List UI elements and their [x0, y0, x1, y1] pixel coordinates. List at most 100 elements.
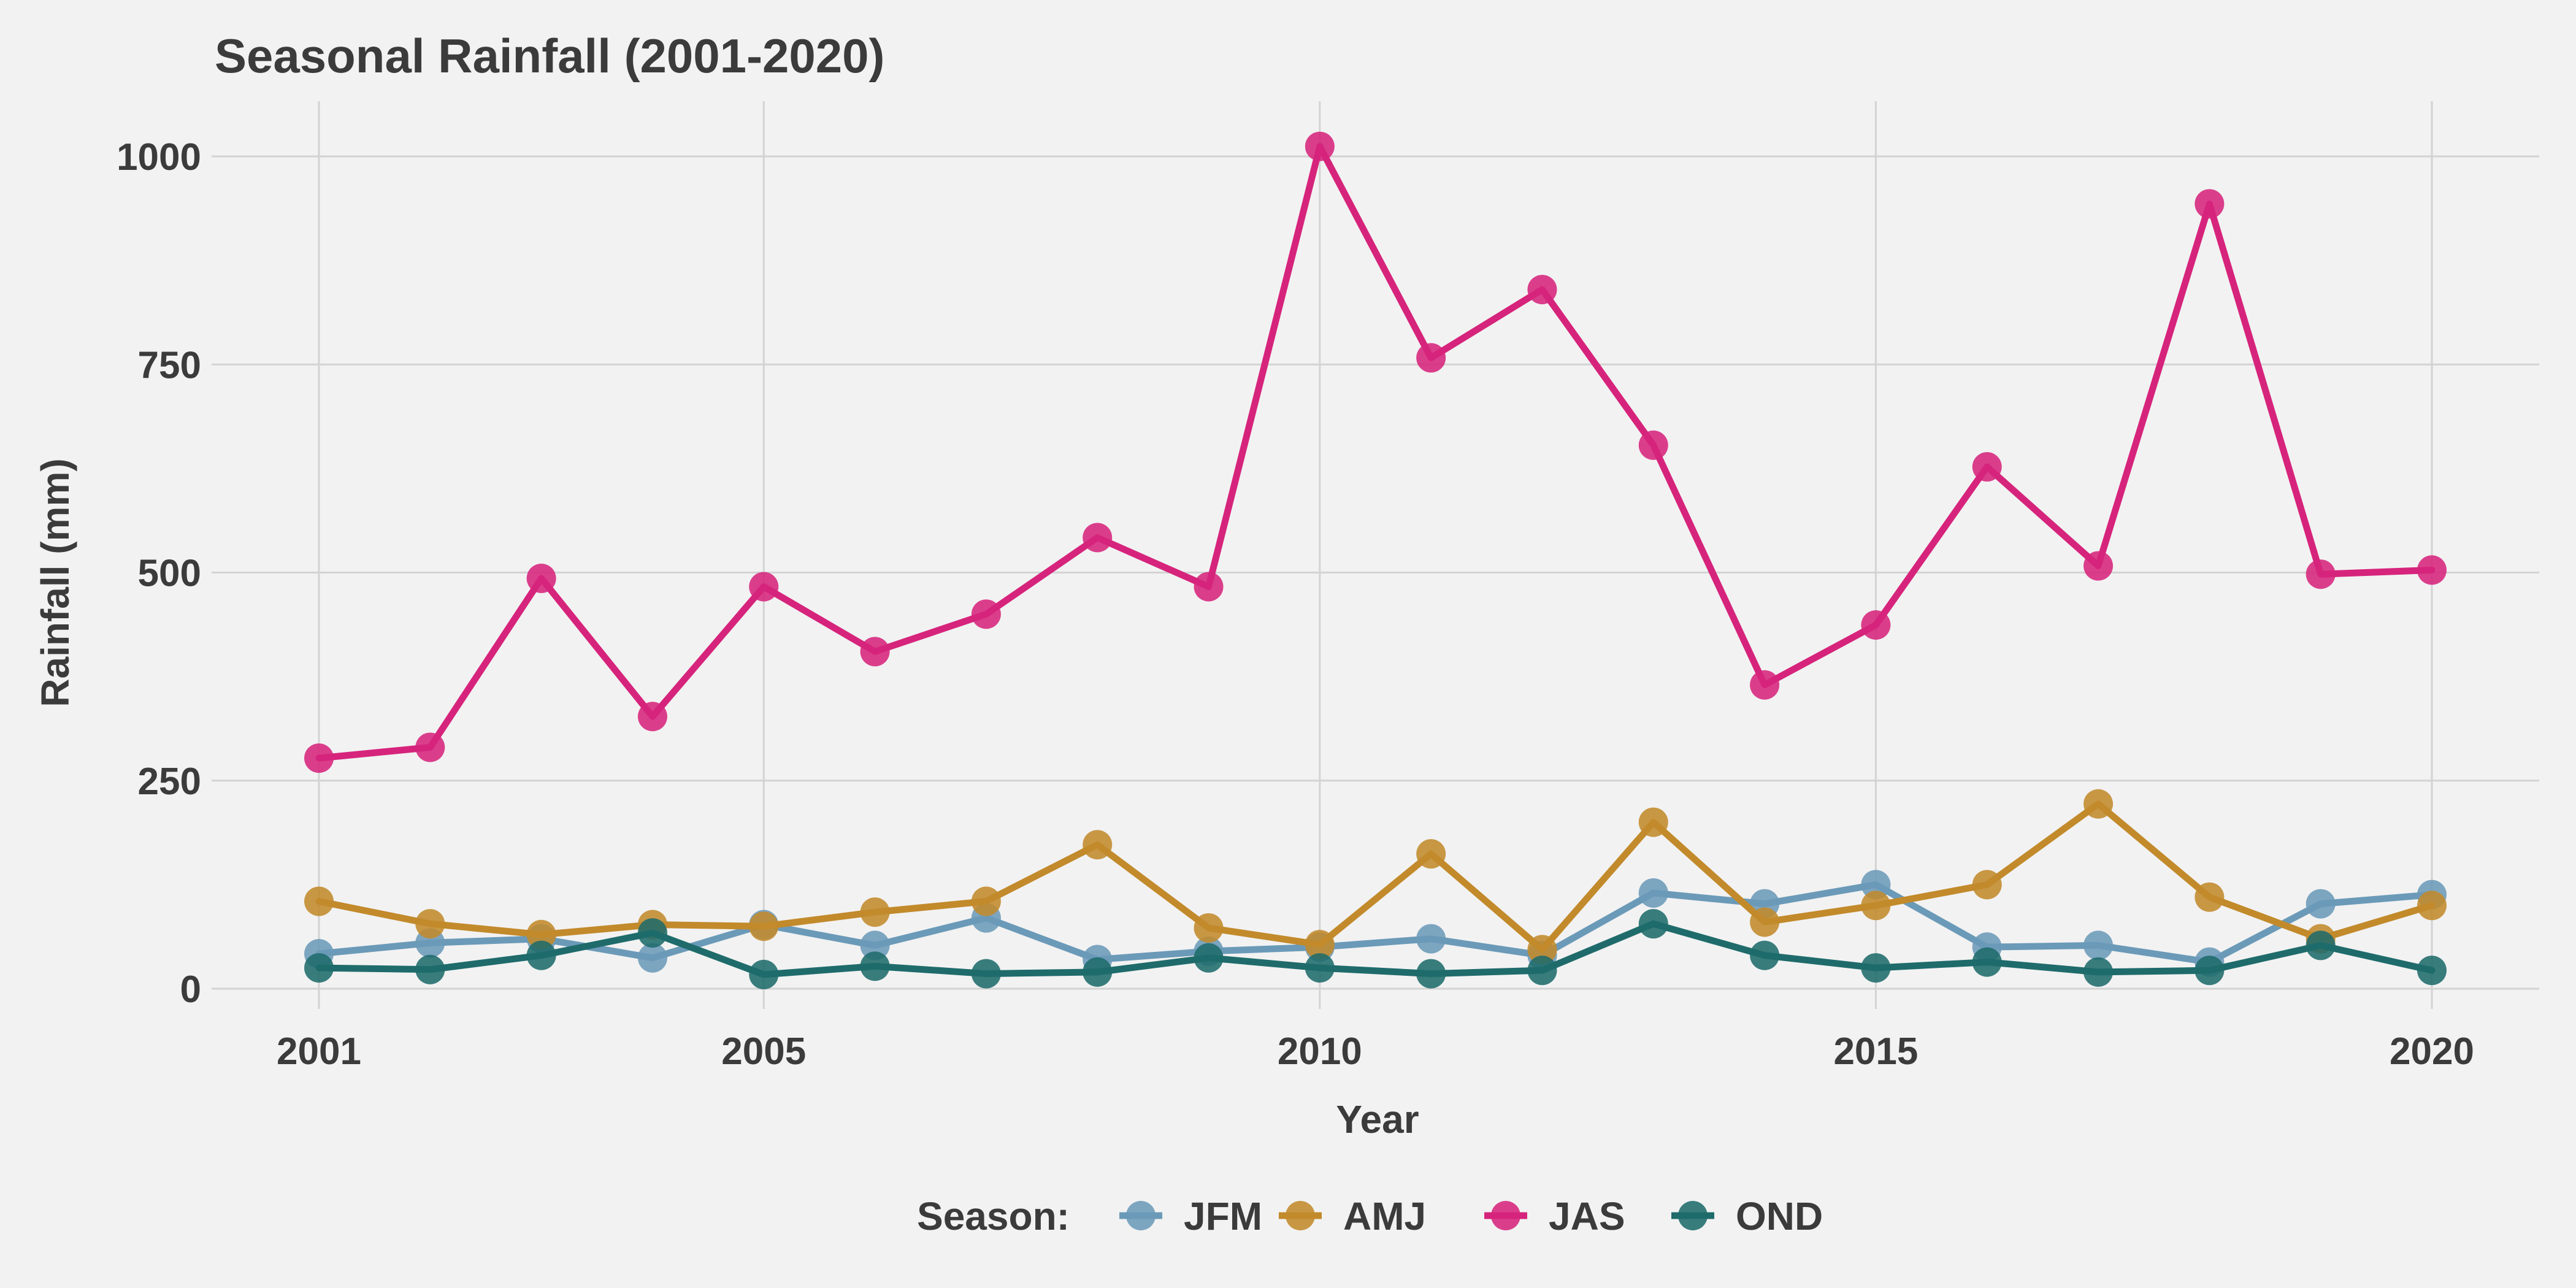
data-point-amj	[860, 897, 890, 927]
series-amj	[304, 789, 2447, 965]
data-point-ond	[1416, 959, 1446, 989]
data-point-ond	[1527, 956, 1557, 986]
data-point-jas	[860, 637, 890, 667]
data-point-jas	[1416, 343, 1446, 373]
data-point-amj	[971, 886, 1001, 916]
data-point-ond	[1638, 909, 1668, 939]
data-point-amj	[304, 886, 334, 916]
data-point-ond	[1861, 953, 1891, 983]
data-point-amj	[1416, 839, 1446, 869]
legend: Season: JFM AMJ JAS OND	[917, 1194, 1823, 1238]
y-tick-label: 500	[138, 553, 201, 595]
data-point-jas	[526, 563, 556, 593]
data-point-jas	[415, 732, 445, 762]
data-point-amj	[1083, 830, 1113, 860]
data-point-jas	[2306, 559, 2336, 589]
data-point-jfm	[1638, 878, 1668, 908]
data-point-amj	[2417, 891, 2447, 921]
data-point-ond	[415, 954, 445, 984]
legend-key-marker	[1678, 1201, 1708, 1230]
series-lines	[304, 131, 2447, 989]
data-point-ond	[1305, 953, 1335, 983]
data-point-amj	[1972, 870, 2002, 900]
data-point-jas	[749, 572, 779, 602]
data-point-amj	[2083, 789, 2114, 819]
data-point-jfm	[2083, 930, 2114, 960]
data-point-ond	[1750, 940, 1780, 970]
series-jas	[304, 131, 2447, 773]
data-point-ond	[1194, 943, 1224, 973]
data-point-ond	[860, 951, 890, 981]
x-axis-ticks: 2001 2005 2010 2015 2020	[277, 1030, 2474, 1073]
data-point-ond	[637, 918, 667, 948]
data-point-jfm	[2306, 889, 2336, 919]
legend-item-amj: AMJ	[1279, 1194, 1426, 1238]
data-point-ond	[2306, 930, 2336, 960]
legend-title: Season:	[917, 1194, 1070, 1238]
x-tick-label: 2020	[2390, 1030, 2474, 1073]
legend-item-jas: JAS	[1484, 1194, 1625, 1238]
data-point-jas	[1527, 275, 1557, 305]
legend-label: JAS	[1549, 1194, 1625, 1238]
x-tick-label: 2015	[1833, 1030, 1918, 1073]
data-point-jas	[1194, 572, 1224, 602]
data-point-amj	[1750, 907, 1780, 937]
data-point-amj	[2195, 882, 2225, 912]
legend-key-marker	[1491, 1201, 1520, 1230]
legend-item-ond: OND	[1671, 1194, 1823, 1238]
y-tick-label: 1000	[117, 136, 201, 178]
data-point-ond	[304, 953, 334, 983]
legend-label: OND	[1736, 1194, 1823, 1238]
data-point-jas	[2195, 189, 2225, 219]
data-point-amj	[1527, 935, 1557, 965]
data-point-jas	[1861, 610, 1891, 640]
legend-item-jfm: JFM	[1119, 1194, 1262, 1238]
y-axis-ticks: 0 250 500 750 1000	[117, 136, 201, 1011]
series-line-ond	[315, 920, 2436, 978]
data-point-ond	[2417, 956, 2447, 986]
data-point-jas	[1972, 452, 2002, 482]
data-point-amj	[1638, 807, 1668, 837]
data-point-jas	[637, 702, 667, 732]
data-point-ond	[1972, 947, 2002, 977]
y-tick-label: 750	[138, 344, 201, 386]
data-point-amj	[1861, 891, 1891, 921]
data-point-jfm	[860, 930, 890, 960]
x-tick-label: 2001	[277, 1030, 361, 1073]
data-point-jfm	[637, 943, 667, 973]
data-point-jas	[2083, 551, 2114, 581]
series-ond	[304, 909, 2447, 989]
series-line-amj	[315, 800, 2436, 953]
legend-label: JFM	[1184, 1194, 1262, 1238]
data-point-amj	[415, 909, 445, 939]
data-point-jas	[304, 743, 334, 773]
data-point-amj	[526, 919, 556, 949]
data-point-ond	[2195, 956, 2225, 986]
grid	[212, 101, 2539, 1009]
x-tick-label: 2005	[721, 1030, 806, 1073]
legend-key-marker	[1126, 1201, 1156, 1230]
data-point-amj	[1194, 913, 1224, 943]
series-line-jas	[315, 143, 2436, 762]
y-tick-label: 0	[180, 968, 201, 1011]
data-point-ond	[526, 940, 556, 970]
data-point-jas	[1305, 131, 1335, 161]
data-point-ond	[971, 959, 1001, 989]
data-point-jfm	[1416, 924, 1446, 954]
data-point-jas	[971, 599, 1001, 629]
x-tick-label: 2010	[1278, 1030, 1362, 1073]
data-point-ond	[749, 959, 779, 989]
data-point-ond	[1083, 957, 1113, 987]
data-point-ond	[2083, 957, 2114, 987]
data-point-amj	[749, 911, 779, 941]
data-point-jas	[2417, 555, 2447, 585]
legend-label: AMJ	[1343, 1194, 1426, 1238]
y-axis-title: Rainfall (mm)	[33, 458, 77, 707]
chart-title: Seasonal Rainfall (2001-2020)	[215, 29, 885, 83]
data-point-amj	[1305, 930, 1335, 960]
data-point-jas	[1750, 670, 1780, 700]
legend-key-marker	[1286, 1201, 1315, 1230]
data-point-jas	[1638, 430, 1668, 460]
